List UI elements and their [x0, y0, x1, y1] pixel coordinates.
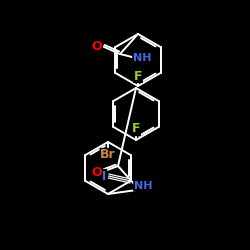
Text: O: O [92, 166, 102, 179]
Text: F: F [134, 70, 142, 82]
Text: Br: Br [100, 148, 116, 162]
Text: F: F [132, 122, 140, 136]
Text: N: N [96, 170, 107, 182]
Text: NH: NH [134, 181, 152, 191]
Text: O: O [92, 40, 102, 52]
Text: NH: NH [133, 53, 151, 63]
